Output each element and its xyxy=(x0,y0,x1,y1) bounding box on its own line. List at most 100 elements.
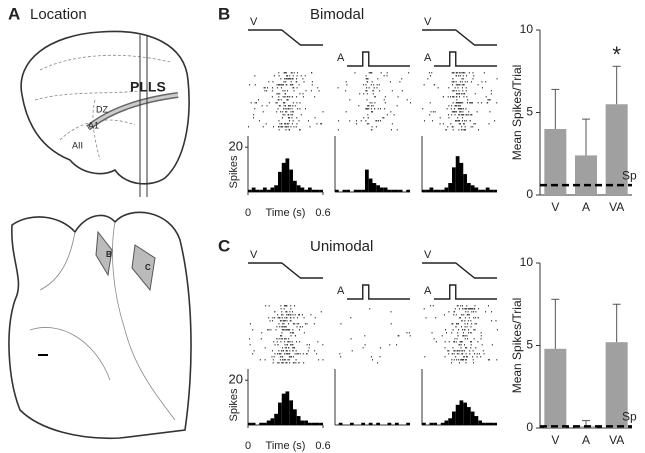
histogram-bar xyxy=(300,187,305,192)
histogram-bar xyxy=(470,185,475,192)
raster-spike xyxy=(397,335,399,337)
raster-spike xyxy=(300,75,302,77)
raster-spike xyxy=(268,81,270,83)
raster-spike xyxy=(477,102,479,104)
histogram-bar xyxy=(474,187,479,192)
raster-spike xyxy=(366,81,368,83)
raster-spike xyxy=(283,102,285,104)
raster-spike xyxy=(462,332,464,334)
raster-spike xyxy=(349,120,351,122)
histogram-bar xyxy=(278,402,282,425)
raster-spike xyxy=(299,353,301,355)
raster-spike xyxy=(371,102,373,104)
raster-spike xyxy=(376,120,378,122)
raster-spike xyxy=(408,72,410,74)
raster-spike xyxy=(292,102,294,104)
raster-spike xyxy=(249,323,251,325)
stimulus-trace xyxy=(434,284,497,300)
raster-spike xyxy=(286,99,288,101)
histogram-bar xyxy=(448,183,452,192)
raster-spike xyxy=(268,305,270,307)
stimulus-trace xyxy=(347,51,410,67)
raster-spike xyxy=(288,117,290,119)
raster-spike xyxy=(471,311,473,313)
raster-spike xyxy=(281,123,283,125)
raster-spike xyxy=(408,332,410,334)
raster-spike xyxy=(291,356,293,358)
raster-spike xyxy=(284,96,286,98)
raster-spike xyxy=(310,90,312,92)
raster-spike xyxy=(398,335,400,337)
raster-spike xyxy=(470,126,472,128)
raster-spike xyxy=(287,108,289,110)
raster-spike xyxy=(456,338,458,340)
raster-spike xyxy=(467,338,469,340)
raster-spike xyxy=(296,353,298,355)
raster-spike xyxy=(285,129,287,131)
raster-spike xyxy=(296,341,298,343)
raster-spike xyxy=(464,129,466,131)
raster-spike xyxy=(283,329,285,331)
raster-spike xyxy=(285,362,287,364)
raster-spike xyxy=(396,129,398,131)
raster-spike xyxy=(282,350,284,352)
raster-spike xyxy=(349,99,351,101)
raster-spike xyxy=(456,323,458,325)
raster-spike xyxy=(260,338,262,340)
raster-spike xyxy=(465,114,467,116)
raster-spike xyxy=(475,311,477,313)
raster-spike xyxy=(287,90,289,92)
raster-spike xyxy=(459,93,461,95)
raster-spike xyxy=(291,341,293,343)
raster-spike xyxy=(271,96,273,98)
raster-spike xyxy=(469,120,471,122)
raster-spike xyxy=(490,90,492,92)
raster-spike xyxy=(472,78,474,80)
stimulus-trace xyxy=(434,51,497,67)
raster-spike xyxy=(460,359,462,361)
raster-spike xyxy=(459,96,461,98)
raster-spike xyxy=(459,111,461,113)
raster-spike xyxy=(274,317,276,319)
raster-spike xyxy=(366,99,368,101)
raster-spike xyxy=(483,353,485,355)
raster-spike xyxy=(293,90,295,92)
raster-spike xyxy=(382,117,384,119)
raster-spike xyxy=(461,341,463,343)
raster-spike xyxy=(431,72,433,74)
raster-spike xyxy=(466,356,468,358)
raster-spike xyxy=(455,81,457,83)
raster-spike xyxy=(462,111,464,113)
raster-spike xyxy=(373,87,375,89)
histogram-bar xyxy=(455,404,460,425)
raster-spike xyxy=(265,123,267,125)
raster-spike xyxy=(296,96,298,98)
raster-spike xyxy=(380,120,382,122)
raster-spike xyxy=(435,317,437,319)
raster-spike xyxy=(464,329,466,331)
stimulus-label: A xyxy=(337,285,345,297)
histogram-bar xyxy=(293,180,297,192)
raster-spike xyxy=(267,329,269,331)
raster-spike xyxy=(451,105,453,107)
raster-spike xyxy=(473,75,475,77)
raster-spike xyxy=(298,84,300,86)
raster-spike xyxy=(292,329,294,331)
raster-spike xyxy=(458,329,460,331)
raster-spike xyxy=(444,356,446,358)
raster-spike xyxy=(278,338,280,340)
raster-spike xyxy=(466,326,468,328)
raster-spike xyxy=(434,111,436,113)
raster-spike xyxy=(318,90,320,92)
histogram-bar xyxy=(357,189,362,192)
raster-spike xyxy=(296,75,298,77)
raster-spike xyxy=(369,102,371,104)
raster-spike xyxy=(284,347,286,349)
raster-spike xyxy=(277,99,279,101)
raster-spike xyxy=(305,90,307,92)
stimulus-label: V xyxy=(424,249,432,261)
raster-spike xyxy=(285,81,287,83)
histogram-bar xyxy=(308,422,312,425)
raster-spike xyxy=(482,350,484,352)
raster-spike xyxy=(396,344,398,346)
